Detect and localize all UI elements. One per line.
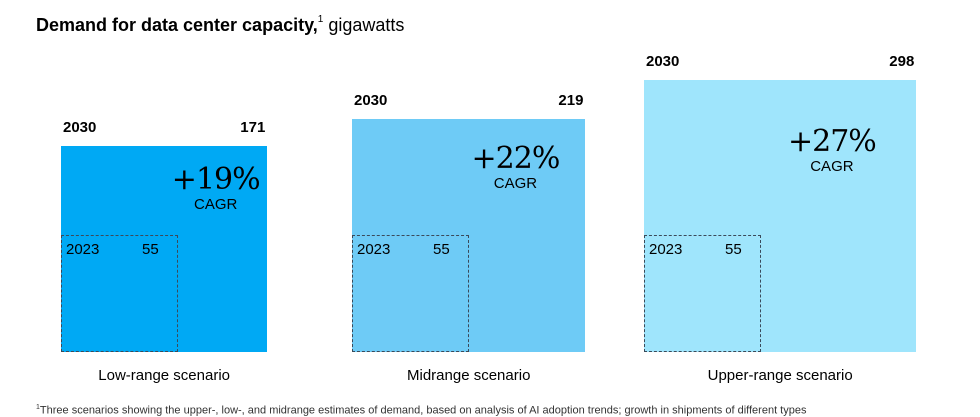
cagr-value: +27% xyxy=(787,123,877,159)
cagr-value: +22% xyxy=(471,141,561,177)
cagr-value: +19% xyxy=(171,162,261,198)
cagr-annotation: +19% CAGR xyxy=(171,162,261,214)
bar-2023-1 xyxy=(61,234,178,352)
footnote: 1Three scenarios showing the upper-, low… xyxy=(36,404,806,417)
scenario-label: Midrange scenario xyxy=(407,367,531,384)
base-value-label: 55 xyxy=(142,240,159,258)
cagr-label: CAGR xyxy=(810,157,854,175)
target-year-label: 2030 xyxy=(646,52,680,70)
unit-label: gigawatts xyxy=(328,15,405,35)
target-year-label: 2030 xyxy=(354,91,388,109)
cagr-annotation: +27% CAGR xyxy=(787,123,877,176)
target-year-label: 2030 xyxy=(63,118,97,136)
bar-2023-2 xyxy=(352,234,469,352)
chart-title: Demand for data center capacity,1 gigawa… xyxy=(36,14,405,36)
cagr-label: CAGR xyxy=(493,175,538,193)
title-text: Demand for data center capacity, xyxy=(36,15,318,35)
footnote-mark: 1 xyxy=(36,404,40,411)
cagr-annotation: +22% CAGR xyxy=(471,141,561,193)
bar-2030-3: 2023 55 +27% CAGR xyxy=(644,79,917,352)
footnote-text: Three scenarios showing the upper-, low-… xyxy=(39,404,807,417)
base-year-label: 2023 xyxy=(649,240,683,258)
base-year-label: 2023 xyxy=(66,240,100,258)
bar-2030-2: 2023 55 +22% CAGR xyxy=(352,118,586,352)
scenario-label: Upper-range scenario xyxy=(707,367,853,384)
footnote-mark: 1 xyxy=(317,14,324,25)
target-value-label: 171 xyxy=(240,118,266,136)
target-value-label: 219 xyxy=(558,91,584,109)
base-value-label: 55 xyxy=(725,240,742,258)
base-value-label: 55 xyxy=(433,240,450,258)
base-year-label: 2023 xyxy=(357,240,391,258)
bar-2023-3 xyxy=(644,234,761,352)
bar-2030-1: 2023 55 +19% CAGR xyxy=(61,145,268,352)
cagr-label: CAGR xyxy=(194,196,238,214)
target-value-label: 298 xyxy=(889,52,915,70)
scenario-label: Low-range scenario xyxy=(98,367,231,384)
